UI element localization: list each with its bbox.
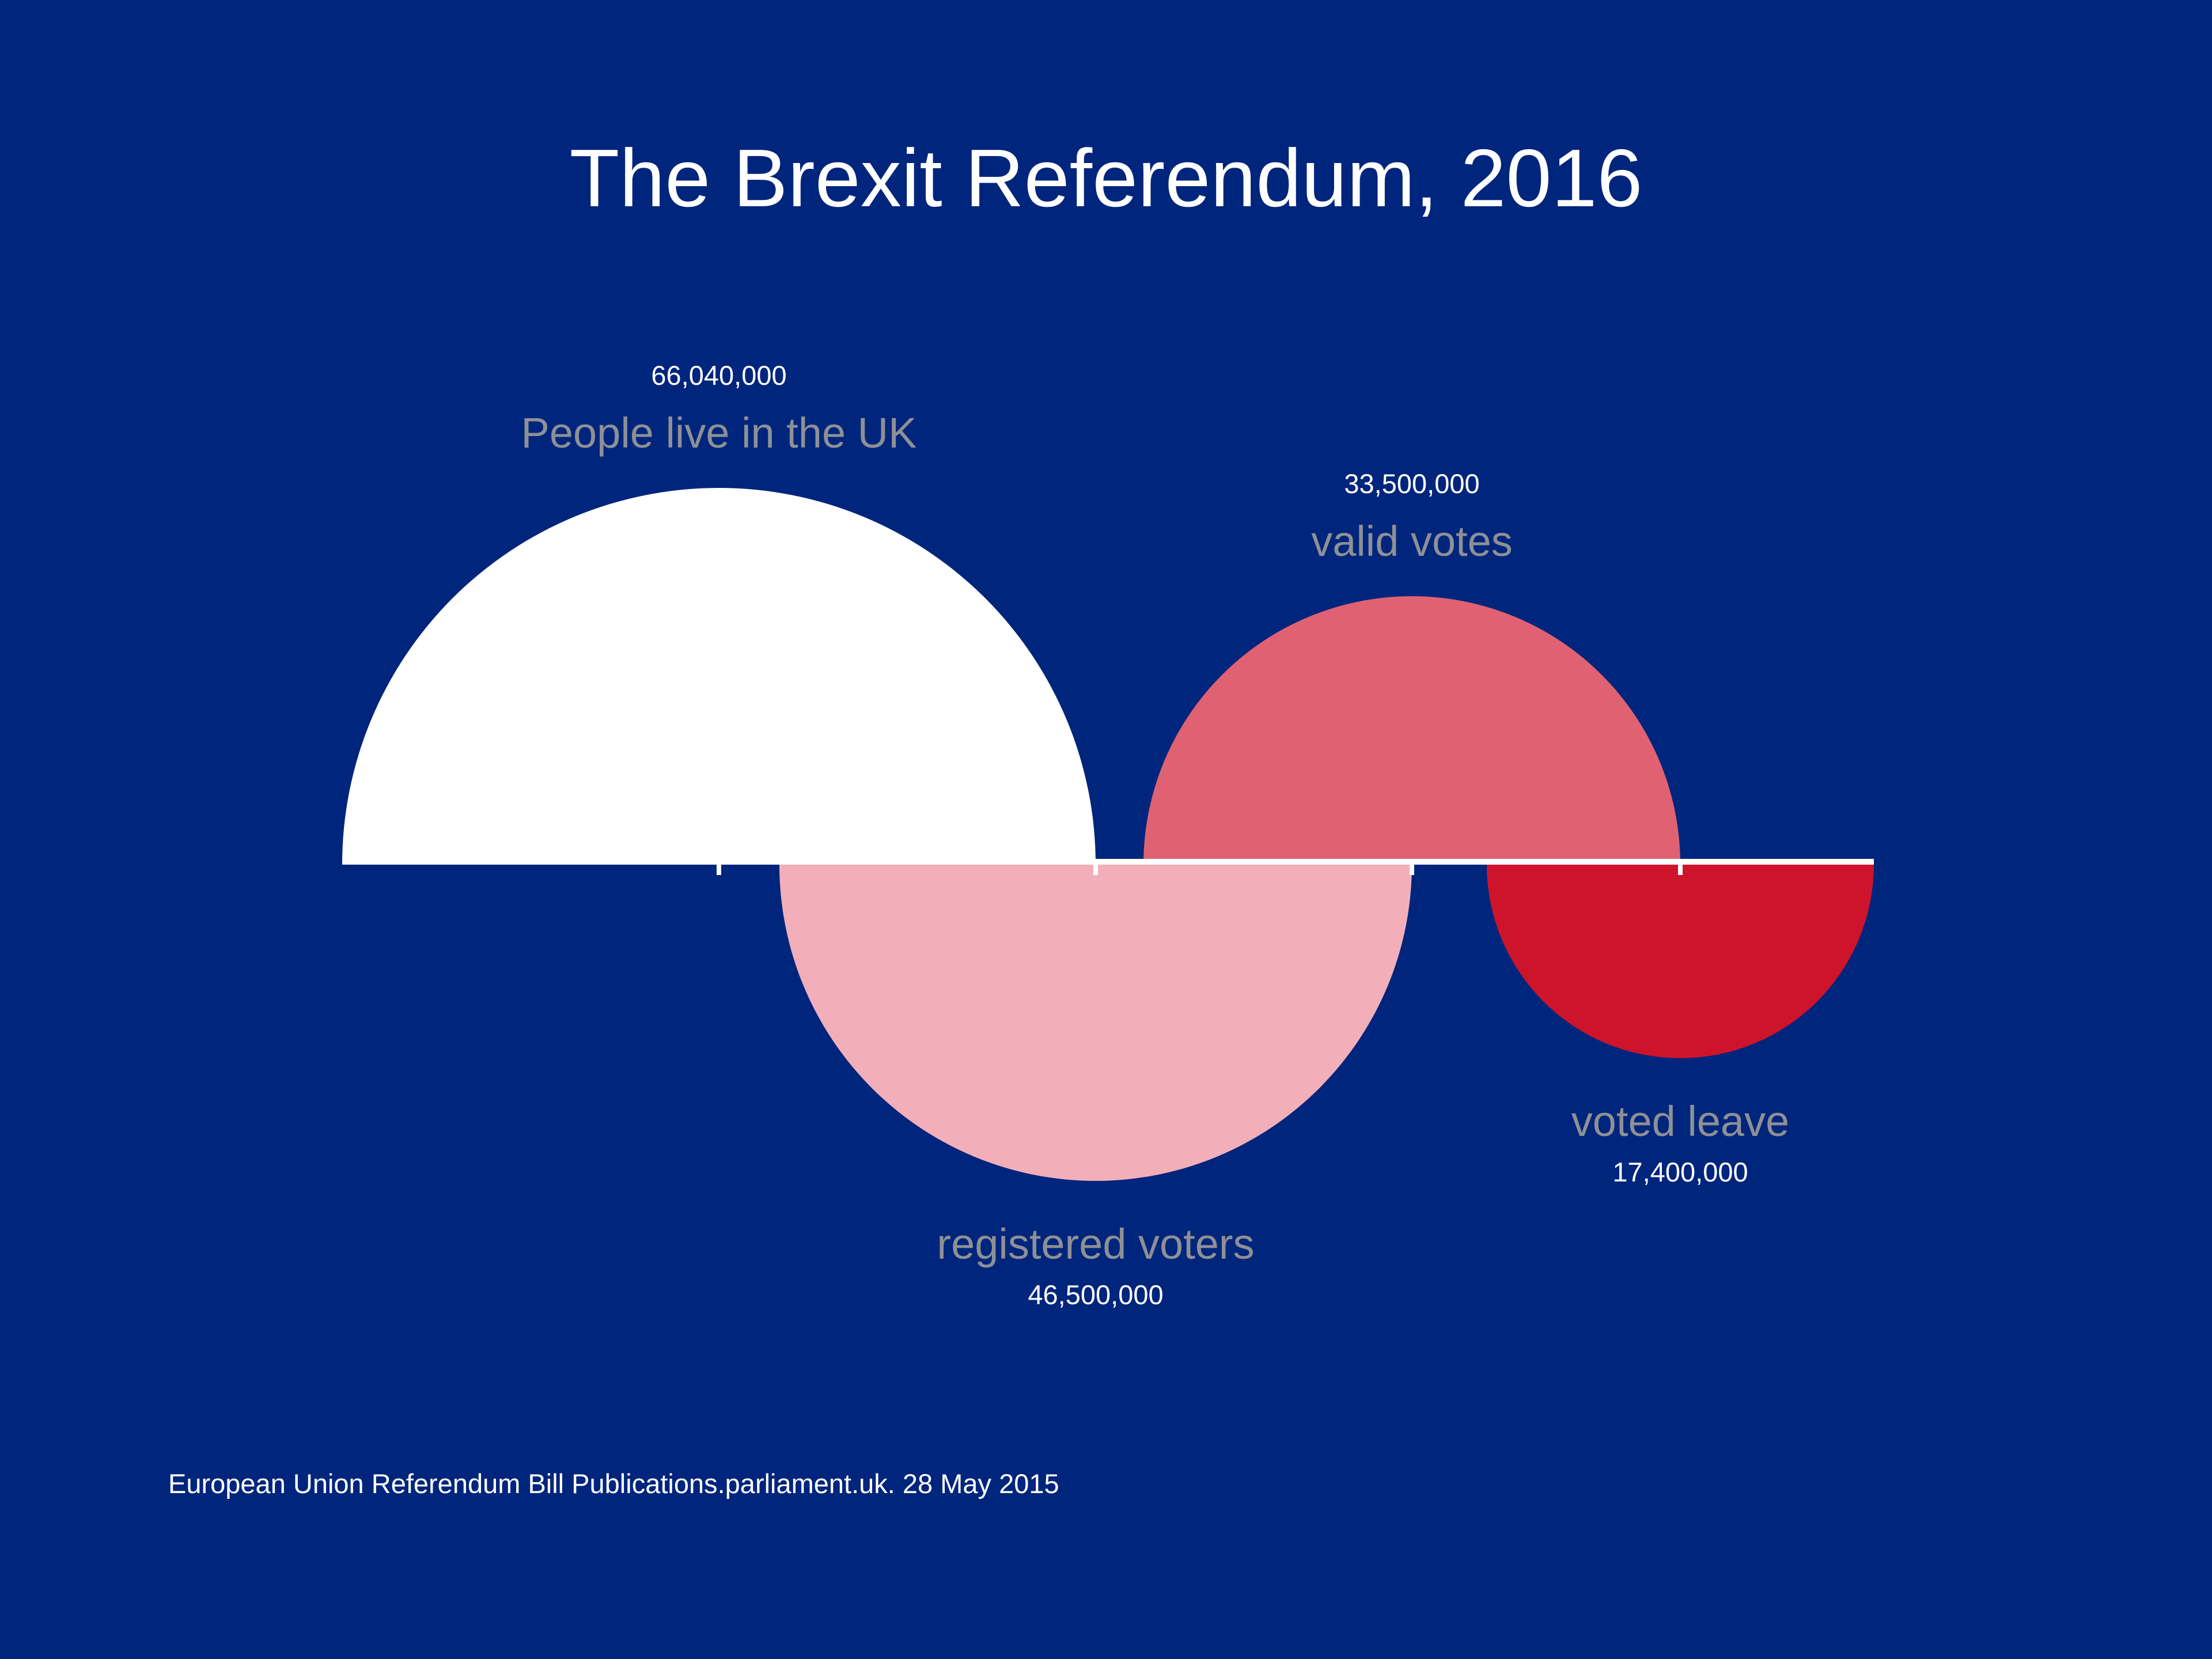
- label-voted-leave: voted leave: [1571, 1097, 1790, 1145]
- label-people-live-in-uk: People live in the UK: [521, 409, 917, 457]
- page-title: The Brexit Referendum, 2016: [569, 132, 1643, 224]
- axis-tick: [1410, 859, 1414, 875]
- semicircle-valid-votes: [1143, 596, 1680, 865]
- value-registered-voters: 46,500,000: [1028, 1279, 1164, 1310]
- label-valid-votes: valid votes: [1311, 517, 1513, 565]
- baseline-axis: [342, 859, 1874, 865]
- value-valid-votes: 33,500,000: [1344, 468, 1480, 499]
- label-registered-voters: registered voters: [937, 1220, 1255, 1268]
- source-caption: European Union Referendum Bill Publicati…: [168, 1468, 1059, 1499]
- value-voted-leave: 17,400,000: [1612, 1157, 1748, 1187]
- value-people-live-in-uk: 66,040,000: [651, 360, 787, 391]
- semicircle-people-live-in-uk: [342, 488, 1096, 865]
- axis-tick: [1093, 859, 1098, 875]
- axis-tick: [1678, 859, 1683, 875]
- semicircle-voted-leave: [1487, 865, 1874, 1058]
- axis-tick: [717, 859, 721, 875]
- semicircle-registered-voters: [779, 865, 1412, 1181]
